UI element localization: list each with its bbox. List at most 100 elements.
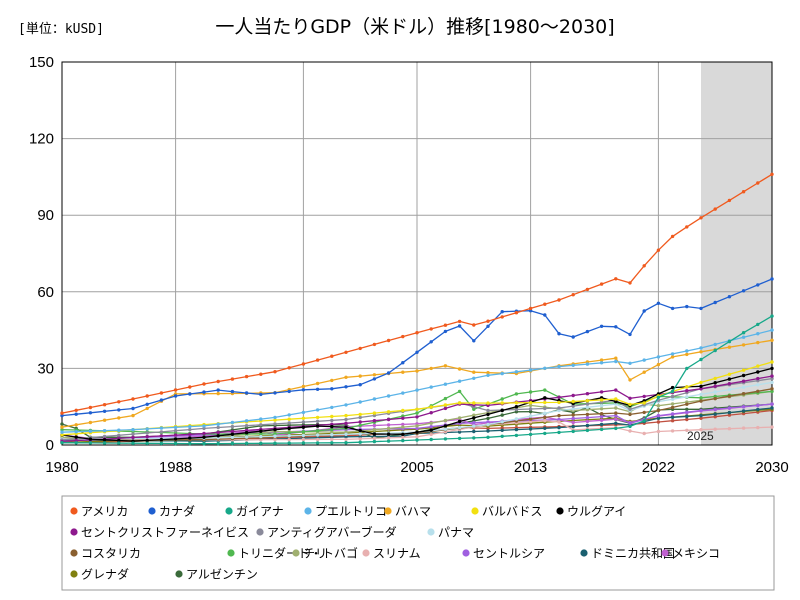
data-point (330, 418, 334, 423)
data-point (571, 404, 575, 408)
legend-item: カナダ (148, 504, 195, 519)
data-point (401, 432, 405, 436)
data-point (415, 331, 419, 335)
data-point (273, 441, 277, 445)
data-point (557, 298, 561, 302)
data-point (131, 428, 135, 432)
data-point (543, 302, 547, 306)
legend-marker (362, 549, 370, 557)
data-point (756, 425, 760, 430)
data-point (358, 415, 362, 420)
data-point (770, 374, 774, 378)
legend-item: パナマ (427, 526, 474, 540)
data-point (699, 387, 703, 391)
data-point (770, 328, 774, 332)
data-point (670, 429, 675, 433)
legend-item: セントクリストファーネイビス (70, 526, 249, 540)
data-point (557, 364, 561, 369)
x-tick-label: 2013 (514, 459, 547, 476)
data-point (102, 441, 107, 445)
data-point (500, 397, 504, 401)
data-point (599, 324, 604, 328)
data-point (528, 390, 533, 394)
data-point (699, 396, 703, 400)
data-point (60, 425, 64, 429)
data-point (330, 387, 334, 391)
data-point (216, 430, 220, 435)
data-point (372, 342, 377, 347)
data-point (472, 429, 476, 434)
data-point (756, 407, 760, 412)
legend-marker (427, 528, 435, 536)
data-point (188, 441, 192, 446)
legend-label: アメリカ (81, 505, 128, 519)
legend-label: ドミニカ共和国 (591, 547, 675, 561)
data-point (670, 385, 675, 390)
data-point (713, 390, 717, 394)
data-point (599, 361, 604, 365)
data-point (472, 413, 476, 417)
data-point (571, 407, 575, 411)
data-point (159, 391, 164, 395)
legend-label: パナマ (438, 526, 474, 540)
data-point (614, 413, 618, 418)
data-point (528, 427, 533, 431)
data-point (670, 415, 675, 419)
data-point (386, 439, 391, 443)
data-point (457, 425, 462, 430)
data-point (472, 339, 476, 343)
data-point (770, 425, 774, 429)
legend-label: チリ (303, 547, 327, 561)
data-point (713, 384, 717, 388)
data-point (528, 432, 533, 437)
data-point (614, 411, 618, 415)
data-point (713, 348, 717, 353)
data-point (756, 370, 760, 374)
data-point (401, 422, 405, 427)
x-tick-label: 1997 (287, 459, 320, 476)
data-point (685, 304, 689, 309)
data-point (315, 437, 320, 442)
data-point (727, 345, 732, 349)
data-point (173, 441, 178, 446)
data-point (756, 364, 760, 368)
data-point (500, 434, 504, 438)
data-point (528, 401, 533, 405)
data-point (599, 414, 604, 419)
data-point (287, 417, 291, 421)
data-point (315, 441, 320, 445)
data-point (770, 380, 774, 385)
series-0 (60, 172, 774, 415)
data-point (415, 426, 419, 431)
data-point (486, 324, 490, 328)
data-point (273, 428, 277, 432)
data-point (188, 436, 192, 440)
data-point (216, 441, 220, 446)
data-point (741, 426, 746, 430)
data-point (628, 402, 632, 407)
y-tick-label: 150 (29, 54, 54, 71)
legend-item: メキシコ (661, 547, 720, 561)
data-point (315, 419, 320, 423)
data-point (216, 434, 220, 438)
data-point (202, 382, 206, 386)
data-point (358, 346, 362, 351)
data-point (457, 389, 462, 394)
data-point (173, 433, 178, 437)
data-point (429, 432, 433, 437)
data-point (770, 387, 774, 391)
data-point (571, 335, 575, 339)
data-point (372, 423, 377, 428)
data-point (244, 391, 249, 395)
data-point (88, 437, 93, 441)
legend-label: バルバドス (482, 505, 542, 519)
data-point (60, 428, 64, 432)
data-point (301, 441, 306, 445)
legend-label: バハマ (395, 505, 431, 519)
data-point (528, 403, 533, 408)
data-point (486, 416, 490, 421)
data-point (344, 417, 348, 422)
data-point (415, 369, 419, 373)
data-point (727, 394, 732, 398)
data-point (401, 438, 405, 443)
